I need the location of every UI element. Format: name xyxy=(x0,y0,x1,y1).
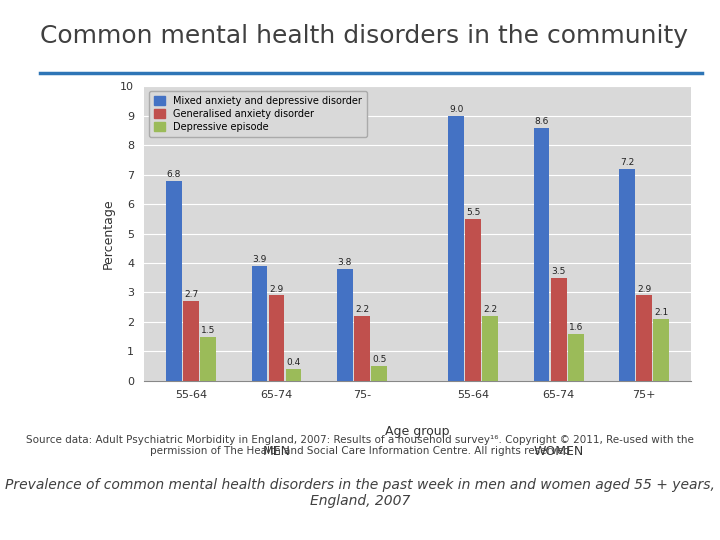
Bar xyxy=(636,295,652,381)
Text: 2.1: 2.1 xyxy=(654,308,668,317)
Text: Source data: Adult Psychiatric Morbidity in England, 2007: Results of a househol: Source data: Adult Psychiatric Morbidity… xyxy=(26,435,694,456)
Bar xyxy=(654,319,669,381)
Bar xyxy=(568,334,584,381)
Text: 7.2: 7.2 xyxy=(620,158,634,167)
Text: MEN: MEN xyxy=(263,446,291,458)
Text: 2.9: 2.9 xyxy=(269,285,284,294)
Text: 5.5: 5.5 xyxy=(466,208,480,217)
Y-axis label: Percentage: Percentage xyxy=(102,198,114,269)
Text: 1.5: 1.5 xyxy=(201,326,215,335)
Text: 9.0: 9.0 xyxy=(449,105,463,114)
Bar xyxy=(551,278,567,381)
Text: 0.4: 0.4 xyxy=(287,358,301,367)
Bar xyxy=(337,269,353,381)
Bar xyxy=(449,116,464,381)
Text: 1.6: 1.6 xyxy=(569,323,583,332)
Bar xyxy=(251,266,267,381)
Text: 2.2: 2.2 xyxy=(355,305,369,314)
Text: WOMEN: WOMEN xyxy=(534,446,584,458)
Bar xyxy=(465,219,481,381)
Bar xyxy=(372,366,387,381)
Text: Common mental health disorders in the community: Common mental health disorders in the co… xyxy=(40,24,688,48)
Text: 3.8: 3.8 xyxy=(338,258,352,267)
Legend: Mixed anxiety and depressive disorder, Generalised anxiety disorder, Depressive : Mixed anxiety and depressive disorder, G… xyxy=(149,91,367,137)
Text: 0.5: 0.5 xyxy=(372,355,387,364)
Text: Prevalence of common mental health disorders in the past week in men and women a: Prevalence of common mental health disor… xyxy=(5,478,715,508)
Text: 2.2: 2.2 xyxy=(483,305,498,314)
Text: 8.6: 8.6 xyxy=(534,117,549,126)
Bar xyxy=(200,336,216,381)
Bar xyxy=(354,316,370,381)
Text: 2.9: 2.9 xyxy=(637,285,652,294)
Text: 2.7: 2.7 xyxy=(184,291,198,300)
Text: 3.5: 3.5 xyxy=(552,267,566,276)
Bar xyxy=(269,295,284,381)
Bar xyxy=(286,369,302,381)
X-axis label: Age group: Age group xyxy=(385,426,450,438)
Text: 3.9: 3.9 xyxy=(252,255,266,264)
Bar xyxy=(482,316,498,381)
Bar xyxy=(619,169,635,381)
Bar xyxy=(534,127,549,381)
Bar xyxy=(183,301,199,381)
Text: 6.8: 6.8 xyxy=(167,170,181,179)
Bar xyxy=(166,180,181,381)
